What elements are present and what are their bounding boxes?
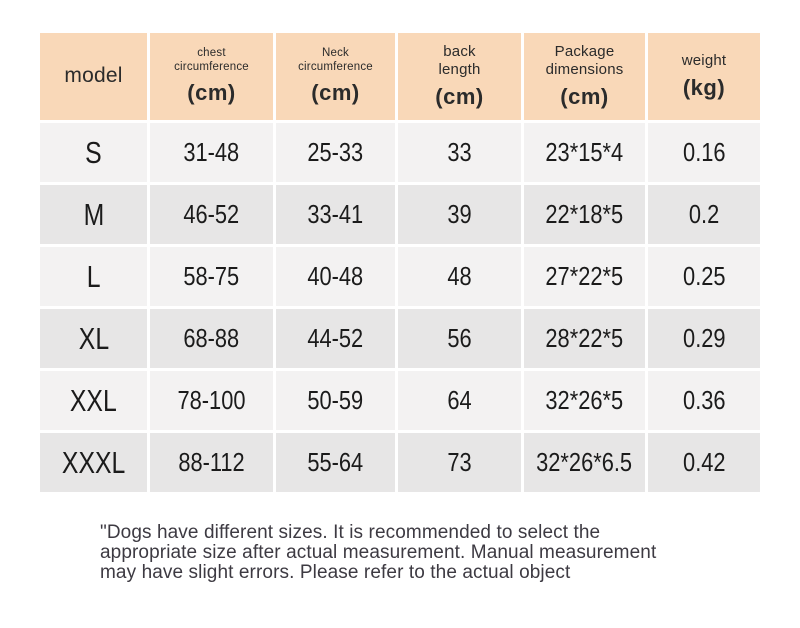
cell-model: XL [40, 309, 147, 368]
cell-weight: 0.42 [648, 433, 760, 492]
cell-value: 22*18*5 [545, 199, 624, 229]
header-unit: (cm) [560, 83, 609, 109]
cell-value: 58-75 [183, 261, 240, 291]
cell-value: 33 [447, 137, 472, 167]
cell-model: XXL [40, 371, 147, 430]
header-unit: (cm) [311, 79, 360, 105]
header-cell-weight: weight (kg) [648, 33, 760, 120]
cell-value: L [86, 258, 101, 294]
cell-value: 31-48 [183, 137, 240, 167]
header-label: model [64, 64, 123, 88]
cell-package: 23*15*4 [524, 123, 645, 182]
cell-value: 48 [447, 261, 472, 291]
cell-weight: 0.25 [648, 247, 760, 306]
cell-package: 32*26*5 [524, 371, 645, 430]
cell-value: 39 [447, 199, 472, 229]
cell-package: 28*22*5 [524, 309, 645, 368]
cell-neck: 44-52 [276, 309, 395, 368]
cell-weight: 0.36 [648, 371, 760, 430]
cell-back-length: 33 [398, 123, 521, 182]
cell-value: 0.2 [688, 199, 720, 229]
cell-value: 55-64 [307, 447, 364, 477]
cell-neck: 55-64 [276, 433, 395, 492]
header-cell-chest-circumference: chest circumference (cm) [150, 33, 273, 120]
footer-note-line: appropriate size after actual measuremen… [100, 542, 657, 563]
cell-model: L [40, 247, 147, 306]
cell-value: 0.29 [682, 323, 726, 353]
cell-value: 46-52 [183, 199, 240, 229]
cell-neck: 33-41 [276, 185, 395, 244]
cell-neck: 50-59 [276, 371, 395, 430]
cell-neck: 25-33 [276, 123, 395, 182]
cell-back-length: 56 [398, 309, 521, 368]
cell-weight: 0.2 [648, 185, 760, 244]
cell-value: 0.25 [682, 261, 726, 291]
cell-chest: 78-100 [150, 371, 273, 430]
footer-note-line: may have slight errors. Please refer to … [100, 562, 571, 583]
header-unit: (kg) [682, 75, 726, 101]
size-table: model chest circumference (cm) Neck circ… [40, 33, 760, 492]
cell-value: XXL [70, 382, 117, 418]
cell-value: 44-52 [307, 323, 364, 353]
cell-back-length: 64 [398, 371, 521, 430]
cell-value: 27*22*5 [545, 261, 624, 291]
cell-value: 33-41 [307, 199, 364, 229]
cell-chest: 88-112 [150, 433, 273, 492]
cell-chest: 58-75 [150, 247, 273, 306]
cell-value: S [85, 134, 102, 170]
cell-back-length: 39 [398, 185, 521, 244]
header-cell-neck-circumference: Neck circumference (cm) [276, 33, 395, 120]
header-cell-model: model [40, 33, 147, 120]
header-label: chest circumference [174, 47, 249, 73]
cell-value: 32*26*6.5 [536, 447, 633, 477]
cell-weight: 0.16 [648, 123, 760, 182]
header-cell-package-dimensions: Package dimensions (cm) [524, 33, 645, 120]
cell-package: 32*26*6.5 [524, 433, 645, 492]
cell-value: 25-33 [307, 137, 364, 167]
cell-value: 32*26*5 [545, 385, 624, 415]
cell-back-length: 48 [398, 247, 521, 306]
header-label: Package dimensions [545, 43, 624, 78]
cell-value: 40-48 [307, 261, 364, 291]
cell-value: 56 [447, 323, 472, 353]
cell-package: 27*22*5 [524, 247, 645, 306]
header-label: Neck circumference [298, 47, 373, 73]
cell-weight: 0.29 [648, 309, 760, 368]
cell-value: 78-100 [177, 385, 246, 415]
cell-value: 28*22*5 [545, 323, 624, 353]
footer-note-line: "Dogs have different sizes. It is recomm… [100, 522, 601, 543]
header-cell-back-length: back length (cm) [398, 33, 521, 120]
cell-value: 73 [447, 447, 472, 477]
cell-value: 64 [447, 385, 472, 415]
cell-value: 0.16 [682, 137, 726, 167]
cell-value: 0.36 [682, 385, 726, 415]
header-label: weight [681, 51, 727, 69]
cell-back-length: 73 [398, 433, 521, 492]
cell-value: 23*15*4 [545, 137, 624, 167]
cell-value: M [83, 196, 104, 232]
cell-neck: 40-48 [276, 247, 395, 306]
cell-value: 0.42 [682, 447, 726, 477]
cell-package: 22*18*5 [524, 185, 645, 244]
cell-model: M [40, 185, 147, 244]
cell-value: XXXL [61, 444, 126, 480]
cell-value: 68-88 [183, 323, 240, 353]
cell-value: 50-59 [307, 385, 364, 415]
cell-chest: 68-88 [150, 309, 273, 368]
cell-value: XL [78, 320, 109, 356]
footer-note: "Dogs have different sizes. It is recomm… [100, 523, 656, 583]
cell-chest: 46-52 [150, 185, 273, 244]
header-unit: (cm) [435, 83, 484, 109]
cell-model: S [40, 123, 147, 182]
header-label: back length [438, 43, 481, 78]
cell-value: 88-112 [178, 447, 245, 477]
cell-chest: 31-48 [150, 123, 273, 182]
header-unit: (cm) [187, 79, 236, 105]
cell-model: XXXL [40, 433, 147, 492]
